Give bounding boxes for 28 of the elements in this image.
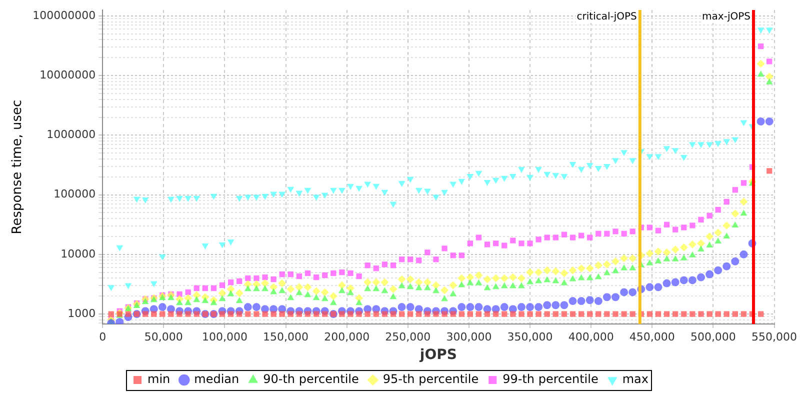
x-tick-label: 150,000 xyxy=(263,330,309,344)
x-tick-label: 450,000 xyxy=(629,330,675,344)
y-tick-label: 100000 xyxy=(54,188,96,201)
x-tick-label: 50,000 xyxy=(144,330,183,344)
ref-line-label: critical-jOPS xyxy=(576,12,637,23)
x-axis-title: jOPS xyxy=(418,347,457,364)
legend-label: 99-th percentile xyxy=(502,372,598,386)
legend-label: median xyxy=(194,372,240,386)
y-axis-title: Response time, usec xyxy=(10,100,26,234)
ref-line-label: max-jOPS xyxy=(702,12,750,23)
y-tick-label: 1000000 xyxy=(46,128,96,142)
x-tick-label: 550,000 xyxy=(752,330,798,344)
legend-label: min xyxy=(148,372,170,386)
y-tick-label: 1000 xyxy=(68,306,96,320)
x-tick-label: 100,000 xyxy=(202,330,248,344)
x-tick-label: 500,000 xyxy=(690,330,736,344)
y-tick-label: 10000000 xyxy=(40,68,96,82)
x-tick-label: 0 xyxy=(99,330,106,344)
x-tick-label: 300,000 xyxy=(446,330,492,344)
y-tick-label: 10000 xyxy=(60,247,96,260)
x-tick-label: 350,000 xyxy=(507,330,553,344)
legend-label: 95-th percentile xyxy=(382,372,479,386)
legend-label: 90-th percentile xyxy=(263,372,359,386)
y-tick-label: 100000000 xyxy=(32,8,96,22)
legend-label: max xyxy=(622,372,648,386)
x-tick-label: 200,000 xyxy=(324,330,370,344)
x-tick-label: 400,000 xyxy=(568,330,614,344)
x-tick-label: 250,000 xyxy=(385,330,431,344)
